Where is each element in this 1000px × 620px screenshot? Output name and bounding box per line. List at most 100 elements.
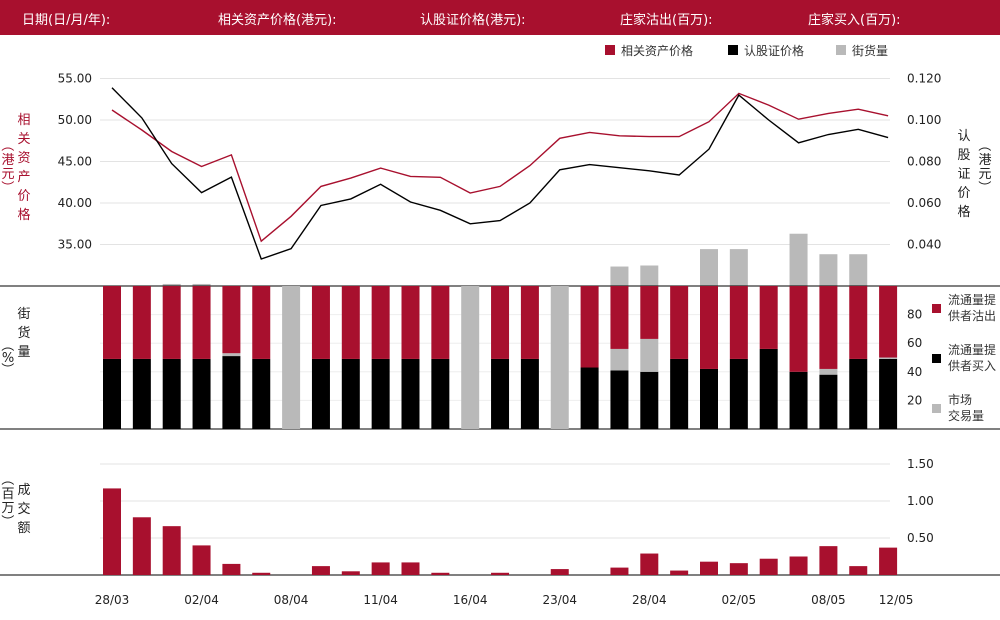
left-tick-label: 45.00 bbox=[58, 155, 92, 169]
liquidity-sell-bar bbox=[729, 286, 748, 359]
liquidity-sell-bar bbox=[640, 286, 659, 339]
turnover-axis-title-char: 交 bbox=[17, 501, 30, 517]
ratio-legend-swatch bbox=[932, 304, 941, 313]
liquidity-buy-bar bbox=[580, 367, 599, 429]
ratio-tick-label: 60 bbox=[907, 336, 922, 350]
turnover-tick-label: 1.00 bbox=[907, 494, 934, 508]
liquidity-sell-bar bbox=[103, 286, 121, 359]
turnover-bar bbox=[670, 570, 689, 575]
left-axis-unit-char: ） bbox=[0, 180, 14, 193]
left-axis-title-char: 价 bbox=[17, 189, 30, 204]
ratio-axis-unit-char: ） bbox=[0, 362, 14, 375]
x-tick-label: 28/04 bbox=[632, 593, 667, 607]
turnover-bar bbox=[759, 558, 778, 575]
market-volume-bar bbox=[879, 357, 898, 359]
street-volume-bar bbox=[640, 265, 659, 286]
right-axis-unit-char: 元 bbox=[978, 167, 991, 182]
turnover-bar bbox=[252, 572, 271, 575]
liquidity-buy-bar bbox=[670, 358, 689, 429]
liquidity-sell-bar bbox=[491, 286, 510, 359]
turnover-bar bbox=[401, 562, 420, 575]
liquidity-buy-bar bbox=[311, 358, 330, 429]
turnover-tick-label: 0.50 bbox=[907, 531, 934, 545]
liquidity-buy-bar bbox=[879, 358, 898, 429]
date-label: 日期(日/月/年): bbox=[22, 13, 111, 28]
liquidity-buy-bar bbox=[431, 358, 450, 429]
left-axis-unit-char: 港 bbox=[1, 153, 14, 168]
mm-sell-label: 庄家沽出(百万): bbox=[620, 13, 713, 28]
warrant-price-label: 认股证价格(港元): bbox=[420, 13, 526, 28]
liquidity-sell-bar bbox=[700, 286, 718, 369]
right-tick-label: 0.080 bbox=[907, 155, 941, 169]
x-tick-label: 12/05 bbox=[879, 593, 914, 607]
x-tick-label: 02/04 bbox=[184, 593, 219, 607]
liquidity-buy-bar bbox=[849, 358, 868, 429]
liquidity-sell-bar bbox=[431, 286, 450, 359]
right-tick-label: 0.040 bbox=[907, 238, 941, 252]
header-bar: 日期(日/月/年): 相关资产价格(港元): 认股证价格(港元): 庄家沽出(百… bbox=[0, 0, 1000, 35]
liquidity-buy-bar bbox=[700, 368, 718, 429]
street-volume-bar bbox=[729, 249, 748, 286]
turnover-tick-label: 1.50 bbox=[907, 457, 934, 471]
left-axis-unit-char: 元 bbox=[1, 167, 14, 182]
market-volume-bar bbox=[819, 368, 838, 375]
x-tick-label: 08/04 bbox=[274, 593, 309, 607]
turnover-bar bbox=[550, 569, 569, 575]
right-axis-unit-char: （ bbox=[976, 138, 991, 151]
liquidity-buy-bar bbox=[132, 358, 151, 429]
liquidity-buy-bar bbox=[610, 370, 629, 429]
x-tick-label: 16/04 bbox=[453, 593, 488, 607]
liquidity-buy-bar bbox=[789, 371, 808, 429]
liquidity-buy-bar bbox=[729, 358, 748, 429]
turnover-bar bbox=[431, 572, 450, 575]
liquidity-sell-bar bbox=[341, 286, 360, 359]
mm-buy-label: 庄家买入(百万): bbox=[808, 13, 901, 28]
legend-label: 街货量 bbox=[852, 43, 888, 58]
left-axis-title-char: 关 bbox=[17, 132, 30, 147]
x-tick-label: 28/03 bbox=[95, 593, 130, 607]
turnover-bar bbox=[610, 567, 629, 575]
street-volume-bar bbox=[192, 283, 211, 286]
left-axis-title-char: 资 bbox=[17, 151, 30, 166]
ratio-legend-label: 市场交易量 bbox=[948, 392, 984, 423]
street-volume-bar bbox=[162, 283, 181, 286]
ratio-legend-swatch bbox=[932, 354, 941, 363]
ratio-axis-title-char: 货 bbox=[17, 325, 30, 341]
turnover-bar bbox=[491, 572, 510, 575]
ratio-legend-swatch bbox=[932, 404, 941, 413]
market-volume-bar bbox=[640, 338, 659, 372]
liquidity-sell-bar bbox=[849, 286, 868, 359]
x-tick-label: 02/05 bbox=[722, 593, 757, 607]
right-tick-label: 0.100 bbox=[907, 113, 941, 127]
turnover-bar bbox=[849, 566, 868, 575]
liquidity-sell-bar bbox=[670, 286, 689, 359]
ratio-legend-label: 流通量提供者买入 bbox=[948, 342, 996, 373]
turnover-axis-unit-char: 百 bbox=[1, 487, 14, 502]
liquidity-buy-bar bbox=[640, 371, 659, 429]
liquidity-buy-bar bbox=[759, 348, 778, 429]
right-axis-title-char: 格 bbox=[957, 204, 970, 220]
right-axis-title-char: 证 bbox=[957, 167, 970, 182]
liquidity-sell-bar bbox=[879, 286, 898, 358]
legend-swatch bbox=[605, 45, 615, 55]
liquidity-sell-bar bbox=[162, 286, 181, 359]
left-tick-label: 55.00 bbox=[58, 72, 92, 86]
liquidity-sell-bar bbox=[520, 286, 539, 359]
liquidity-buy-bar bbox=[341, 358, 360, 429]
liquidity-buy-bar bbox=[491, 358, 510, 429]
liquidity-sell-bar bbox=[252, 286, 271, 359]
right-tick-label: 0.120 bbox=[907, 72, 941, 86]
underlying-price-line bbox=[111, 92, 889, 243]
left-tick-label: 35.00 bbox=[58, 238, 92, 252]
street-volume-bar bbox=[819, 254, 838, 286]
turnover-axis-unit-char: （ bbox=[0, 472, 14, 485]
turnover-axis-unit-char: 万 bbox=[1, 501, 14, 516]
turnover-bar bbox=[819, 546, 838, 575]
left-axis-unit-char: （ bbox=[0, 138, 14, 151]
turnover-bar bbox=[132, 517, 151, 575]
underlying-price-label: 相关资产价格(港元): bbox=[218, 13, 337, 28]
legend-label: 相关资产价格 bbox=[621, 43, 693, 58]
turnover-bar bbox=[789, 556, 808, 575]
market-volume-bar bbox=[282, 286, 301, 429]
